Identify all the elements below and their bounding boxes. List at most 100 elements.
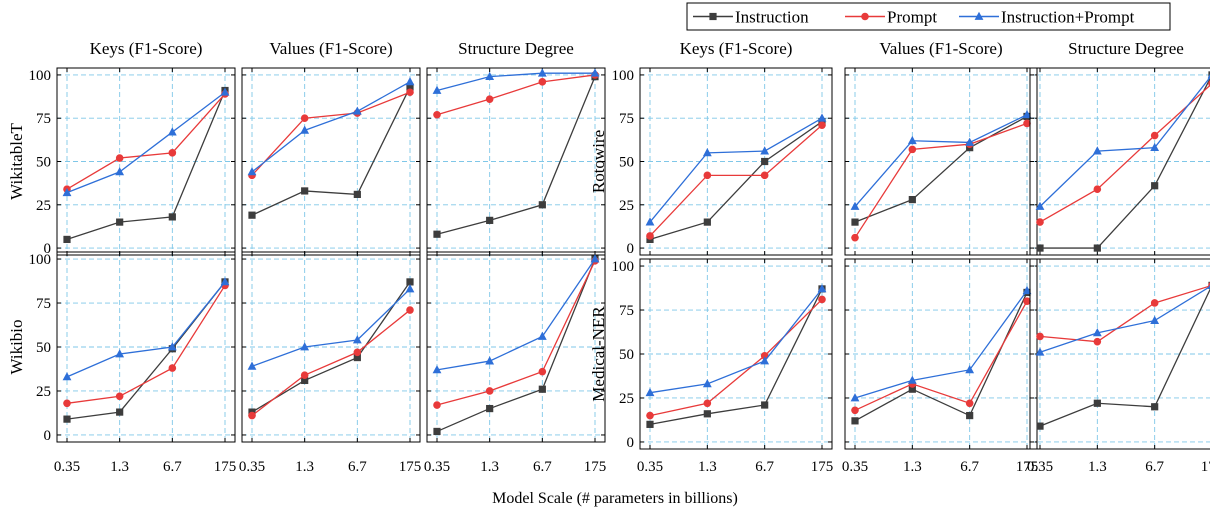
data-point [1093,337,1102,346]
data-point [1207,284,1210,289]
x-tick-label: 1.3 [903,459,922,475]
data-point [645,217,655,226]
data-point [247,361,257,370]
panel-wikitablet-2 [426,67,606,256]
data-point [760,356,770,365]
series-line-prompt [854,122,1028,239]
data-point [248,211,256,219]
data-point [965,137,975,146]
data-point [1093,399,1101,407]
data-point [760,146,770,155]
y-tick-label: 75 [36,111,51,127]
data-point [703,399,712,408]
data-point [353,190,361,198]
panels-layer: Keys (F1-Score) Values (F1-Score) Structur… [7,39,1210,475]
data-point [537,68,547,77]
data-point [485,95,494,103]
data-point [1022,285,1032,295]
x-tick-label: 0.35 [1027,459,1053,475]
data-point [537,331,547,340]
data-point [116,408,124,416]
data-point [851,233,859,242]
data-point [167,127,177,136]
data-point [1035,201,1045,210]
series-line-instruction [854,115,1028,223]
series-line-instruction [1040,77,1210,249]
series-line-instruction-prompt [854,114,1028,207]
y-tick-label: 50 [619,155,634,171]
series-line-instruction [1039,288,1210,427]
series-line-instruction [649,121,823,241]
x-tick-label: 175 [1201,459,1210,475]
panel-wikibio-1: 0.35 1.3 6.7 175 [239,251,422,475]
data-point [433,110,441,119]
series-line-instruction [251,86,411,216]
data-point [538,385,546,393]
x-tick-label: 0.35 [842,459,868,475]
data-point [62,187,72,197]
x-tick-label: 0.35 [239,459,265,475]
x-tick-label: 1.3 [1088,459,1107,475]
y-tick-label: 25 [36,384,51,400]
legend-label: Instruction [735,8,809,27]
data-point [646,411,654,420]
data-point [406,306,414,314]
data-point [965,399,974,408]
data-point [817,284,827,293]
data-point [432,365,442,374]
data-point [1092,328,1102,337]
series-line-instruction-prompt [649,117,823,223]
panel-wikibio-0: 0 25 50 75 100 0.35 1.3 6.7 175 [29,251,236,475]
column-title-g0-c0: Keys (F1-Score) [90,39,203,58]
series-line-prompt [251,91,411,176]
data-point [1036,218,1044,226]
data-point [1150,142,1160,152]
legend-marker [861,12,869,21]
series-line-instruction [854,292,1028,422]
data-point [702,148,712,157]
x-tick-label: 0.35 [637,459,663,475]
x-tick-label: 1.3 [480,459,499,475]
data-point [247,167,257,176]
data-point [433,427,441,436]
row-label-medical-ner: Medical-NER [589,306,608,402]
data-point [352,106,362,115]
data-point [168,364,177,372]
series-line-instruction [66,90,226,241]
y-tick-label: 25 [619,391,634,407]
data-point [818,121,826,129]
column-title-g1-c0: Keys (F1-Score) [680,39,793,58]
data-point [908,195,916,204]
data-point [63,399,71,408]
series-line-prompt [436,74,596,116]
data-point [538,78,547,86]
series-line-instruction-prompt [251,81,411,173]
data-point [1022,109,1032,119]
data-point [538,367,547,376]
x-tick-label: 6.7 [533,459,552,475]
data-point [301,376,309,385]
series-line-prompt [649,298,823,417]
legend-entry-instruction-prompt: Instruction+Prompt [959,8,1135,27]
data-point [486,216,494,224]
y-tick-label: 25 [619,198,634,214]
data-point [817,113,827,122]
data-point [590,254,600,263]
data-point [646,232,654,240]
data-point [433,401,441,409]
y-tick-label: 100 [612,68,635,84]
data-point [63,415,71,423]
data-point [432,85,442,94]
x-tick-label: 6.7 [960,459,979,475]
x-tick-label: 6.7 [163,459,182,475]
data-point [168,213,176,221]
series-line-instruction-prompt [1039,285,1210,353]
series-line-instruction [436,76,596,235]
data-point [485,71,495,81]
data-point [115,392,124,401]
data-point [646,420,654,428]
x-tick-label: 175 [399,459,422,475]
x-tick-label: 175 [1016,459,1039,475]
y-tick-label: 25 [36,198,51,214]
data-point [1093,244,1101,252]
